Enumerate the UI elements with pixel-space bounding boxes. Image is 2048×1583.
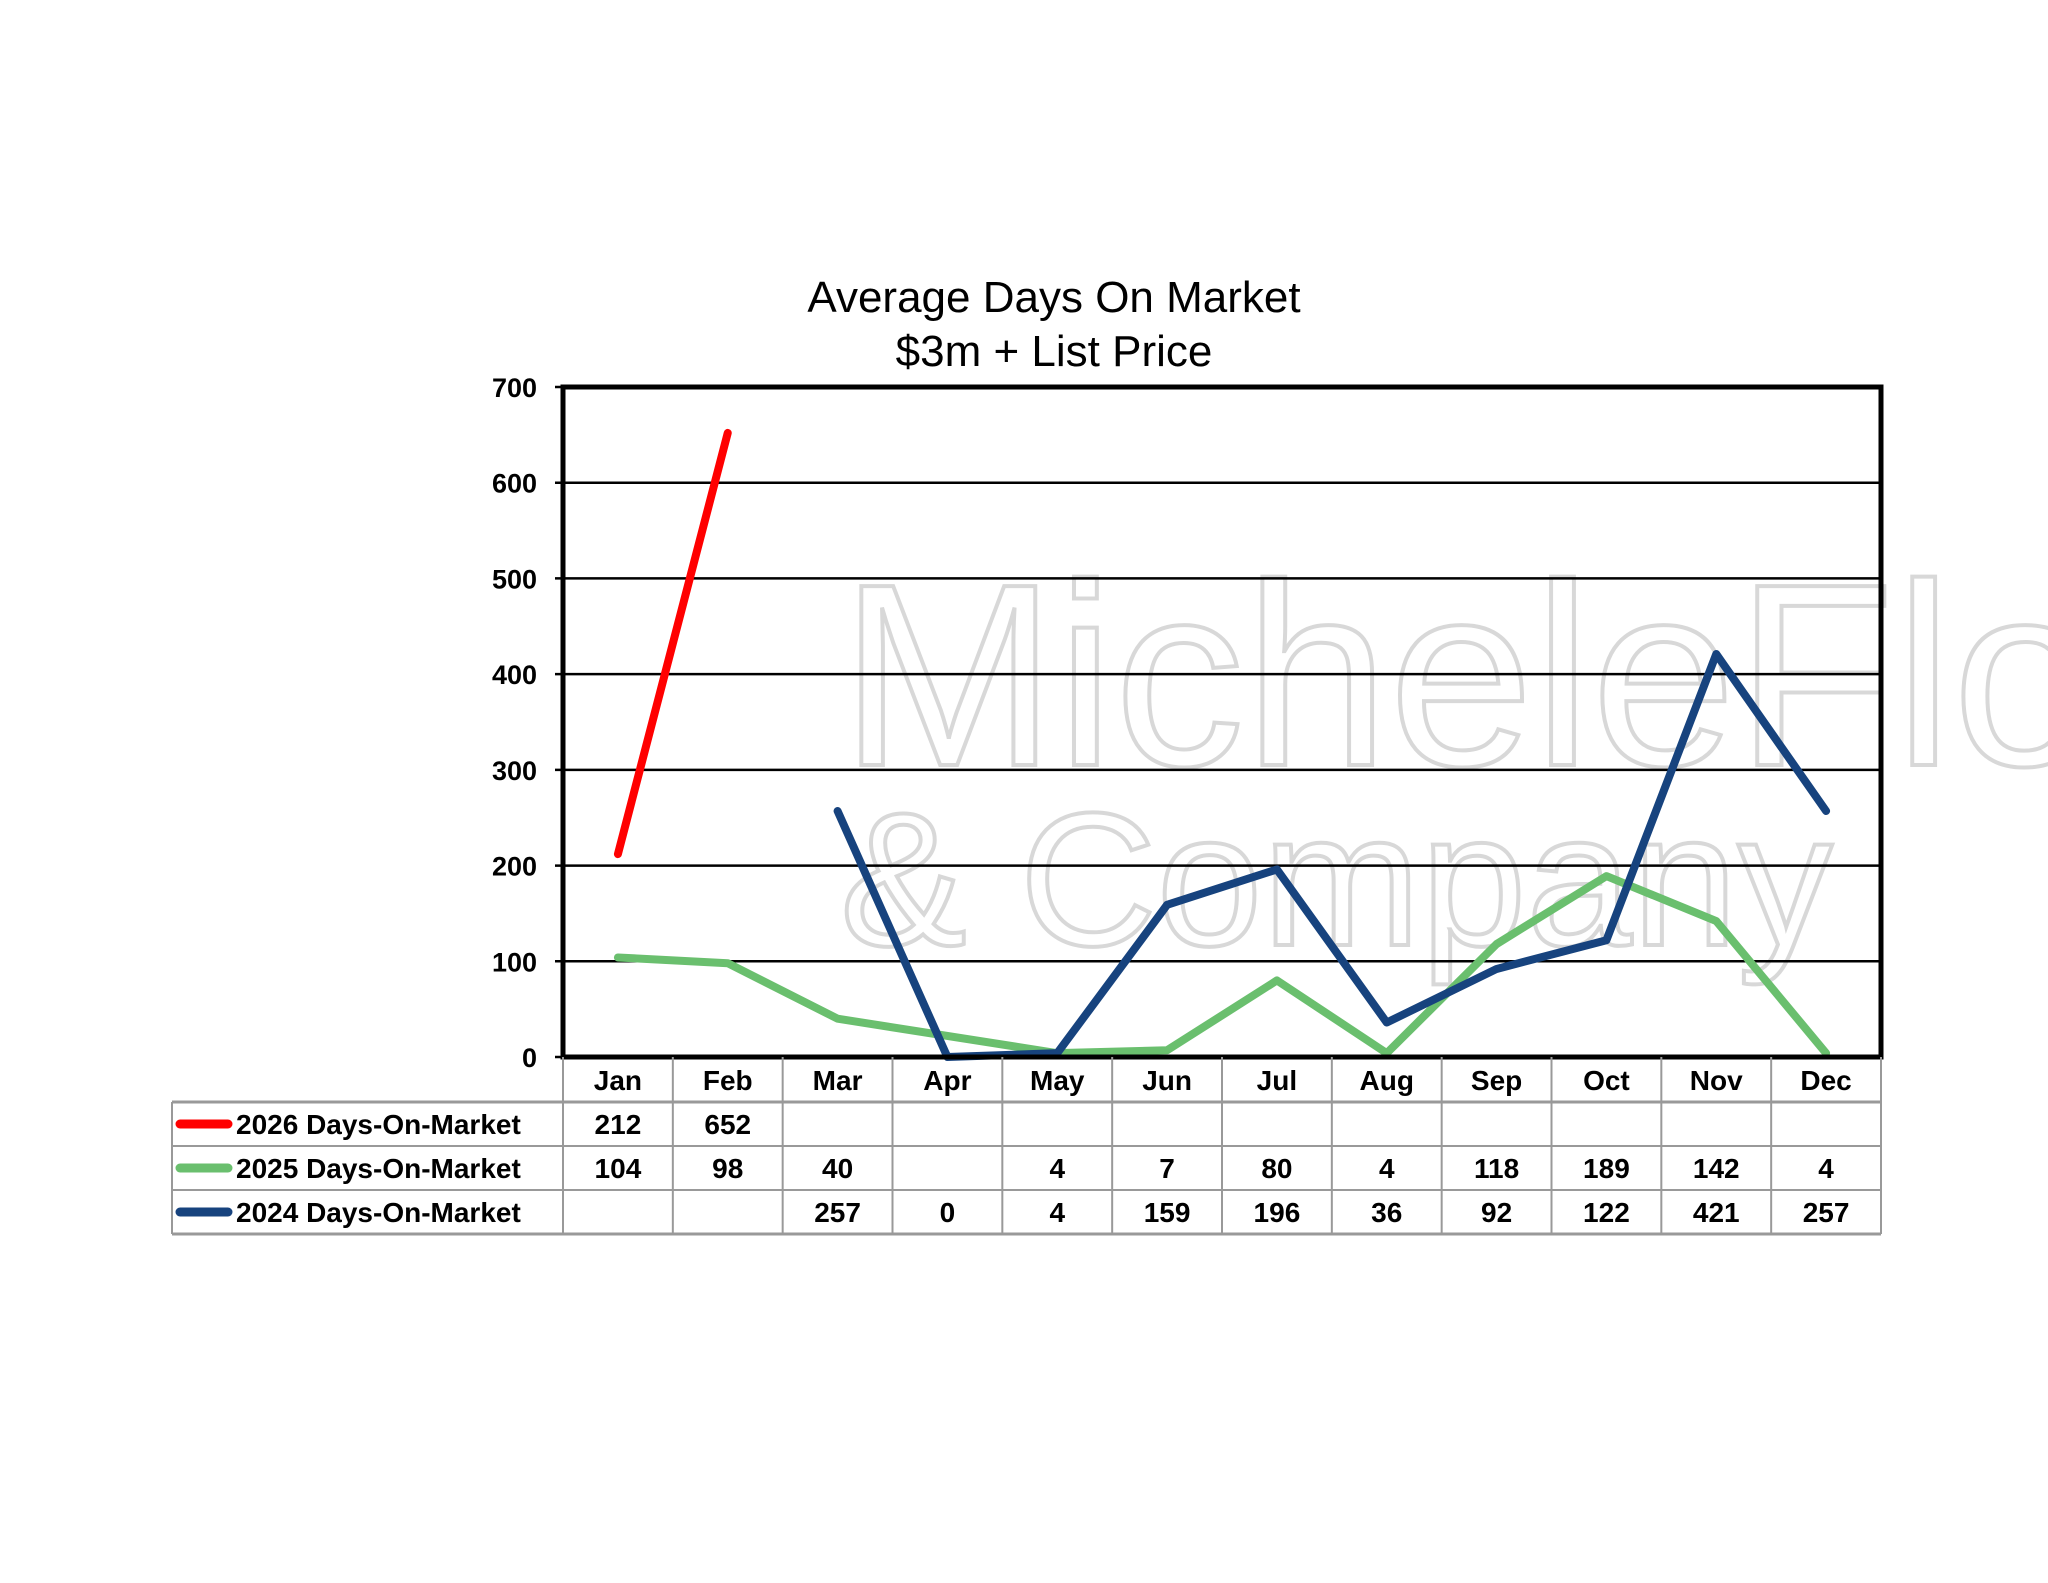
watermark-logo: MicheleFlory & Company [838, 529, 2048, 988]
x-tick-label: Feb [703, 1065, 753, 1096]
data-label: 4 [1379, 1153, 1395, 1184]
y-tick-label: 300 [492, 756, 537, 786]
x-tick-label: Sep [1471, 1065, 1522, 1096]
x-tick-label: Dec [1800, 1065, 1851, 1096]
data-label: 189 [1583, 1153, 1630, 1184]
legend-label: 2025 Days-On-Market [236, 1153, 521, 1184]
y-tick-label: 0 [522, 1043, 537, 1073]
y-tick-label: 200 [492, 852, 537, 882]
y-tick-label: 100 [492, 947, 537, 977]
data-label: 7 [1159, 1153, 1175, 1184]
data-label: 652 [704, 1109, 751, 1140]
data-label: 257 [814, 1197, 861, 1228]
legend-label: 2026 Days-On-Market [236, 1109, 521, 1140]
data-label: 257 [1803, 1197, 1850, 1228]
x-tick-label: Oct [1583, 1065, 1630, 1096]
y-tick-label: 500 [492, 564, 537, 594]
data-label: 421 [1693, 1197, 1740, 1228]
data-label: 122 [1583, 1197, 1630, 1228]
data-label: 142 [1693, 1153, 1740, 1184]
data-label: 4 [1818, 1153, 1834, 1184]
x-tick-label: Mar [813, 1065, 863, 1096]
data-label: 212 [595, 1109, 642, 1140]
data-label: 4 [1049, 1197, 1065, 1228]
data-label: 40 [822, 1153, 853, 1184]
y-tick-label: 600 [492, 469, 537, 499]
data-label: 4 [1049, 1153, 1065, 1184]
data-label: 159 [1144, 1197, 1191, 1228]
x-tick-label: Aug [1360, 1065, 1414, 1096]
data-label: 0 [940, 1197, 956, 1228]
y-tick-label: 400 [492, 660, 537, 690]
x-tick-label: Apr [923, 1065, 971, 1096]
data-label: 196 [1254, 1197, 1301, 1228]
legend-label: 2024 Days-On-Market [236, 1197, 521, 1228]
chart-title: Average Days On Market [807, 273, 1300, 322]
y-tick-label: 700 [492, 373, 537, 403]
x-tick-label: Jan [594, 1065, 642, 1096]
data-label: 36 [1371, 1197, 1402, 1228]
data-label: 98 [712, 1153, 743, 1184]
series-line-2025 [613, 872, 1831, 1058]
chart-subtitle: $3m + List Price [896, 327, 1213, 376]
data-label: 80 [1261, 1153, 1292, 1184]
data-label: 104 [595, 1153, 642, 1184]
x-tick-label: Nov [1690, 1065, 1743, 1096]
data-label: 92 [1481, 1197, 1512, 1228]
x-tick-label: Jul [1257, 1065, 1297, 1096]
data-label: 118 [1474, 1153, 1519, 1184]
x-tick-label: Jun [1142, 1065, 1192, 1096]
x-tick-label: May [1030, 1065, 1085, 1096]
series-line-2026 [613, 428, 732, 859]
